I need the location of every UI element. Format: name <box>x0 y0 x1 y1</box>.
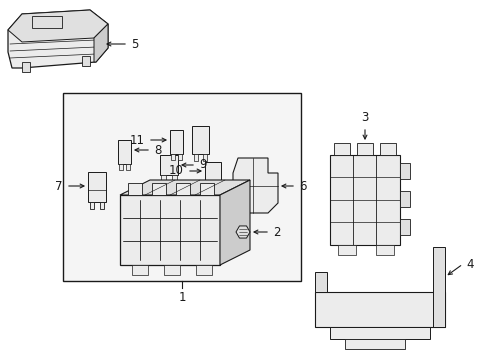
Bar <box>192 126 208 154</box>
Bar <box>90 202 94 209</box>
Bar <box>178 154 182 160</box>
Bar <box>345 339 404 349</box>
Bar <box>120 195 220 265</box>
Bar <box>160 155 178 175</box>
Text: 11: 11 <box>130 134 145 147</box>
Bar <box>170 130 183 154</box>
Bar <box>314 292 444 327</box>
Bar <box>161 175 165 181</box>
Text: 3: 3 <box>361 111 368 124</box>
Text: 4: 4 <box>465 257 472 270</box>
Bar <box>172 175 177 181</box>
Text: 8: 8 <box>154 144 161 157</box>
Text: 9: 9 <box>199 158 206 171</box>
Bar <box>88 172 106 202</box>
Bar <box>163 265 180 275</box>
Bar <box>176 183 190 195</box>
Text: 2: 2 <box>272 225 280 238</box>
Bar <box>205 180 209 185</box>
Polygon shape <box>8 10 108 68</box>
Bar <box>337 245 355 255</box>
Bar <box>216 180 220 185</box>
Bar <box>399 163 409 179</box>
Bar <box>32 16 62 28</box>
Text: 7: 7 <box>55 180 63 193</box>
Bar <box>329 155 399 245</box>
Bar <box>314 272 326 292</box>
Text: 6: 6 <box>298 180 306 193</box>
Bar <box>118 140 131 164</box>
Bar <box>329 327 429 339</box>
Bar <box>333 143 349 155</box>
Bar <box>432 247 444 327</box>
Polygon shape <box>8 10 108 42</box>
Bar <box>171 154 175 160</box>
Bar <box>132 265 148 275</box>
Polygon shape <box>94 24 108 62</box>
Text: 1: 1 <box>178 291 185 304</box>
Polygon shape <box>120 180 249 195</box>
Polygon shape <box>232 158 278 213</box>
Bar <box>399 219 409 235</box>
Bar <box>119 164 123 170</box>
Bar <box>100 202 104 209</box>
Text: 10: 10 <box>169 165 183 177</box>
Bar <box>203 154 206 161</box>
Polygon shape <box>22 62 30 72</box>
Bar <box>200 183 214 195</box>
Bar <box>152 183 165 195</box>
Bar <box>194 154 198 161</box>
Bar <box>63 93 301 281</box>
Bar <box>356 143 372 155</box>
Text: 5: 5 <box>131 37 138 50</box>
Bar <box>196 265 212 275</box>
Bar <box>126 164 130 170</box>
Polygon shape <box>220 180 249 265</box>
Bar <box>204 162 221 180</box>
Bar <box>128 183 142 195</box>
Bar <box>379 143 395 155</box>
Bar <box>399 191 409 207</box>
Bar <box>375 245 393 255</box>
Polygon shape <box>82 56 90 66</box>
Polygon shape <box>236 226 249 238</box>
